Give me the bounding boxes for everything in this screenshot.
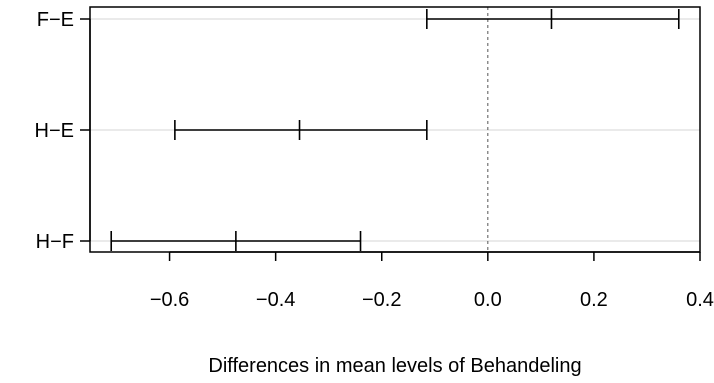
x-axis-title: Differences in mean levels of Behandelin… xyxy=(208,355,581,377)
x-tick-label: 0.0 xyxy=(474,289,502,311)
x-tick-label: −0.4 xyxy=(256,289,295,311)
x-tick-label: 0.2 xyxy=(580,289,608,311)
x-tick-label: −0.6 xyxy=(150,289,189,311)
x-tick-label: 0.4 xyxy=(686,289,714,311)
x-tick-label: −0.2 xyxy=(362,289,401,311)
ci-f-e xyxy=(426,9,680,29)
ci-h-e xyxy=(174,120,428,140)
y-axis: F−E H−E H−F xyxy=(35,9,91,253)
x-axis: −0.6 −0.4 −0.2 0.0 0.2 0.4 xyxy=(150,251,714,311)
y-tick-label: H−E xyxy=(35,120,74,142)
y-tick-label: H−F xyxy=(36,231,74,253)
y-tick-label: F−E xyxy=(37,9,74,31)
ci-h-f xyxy=(110,231,362,251)
confidence-intervals xyxy=(110,9,680,251)
